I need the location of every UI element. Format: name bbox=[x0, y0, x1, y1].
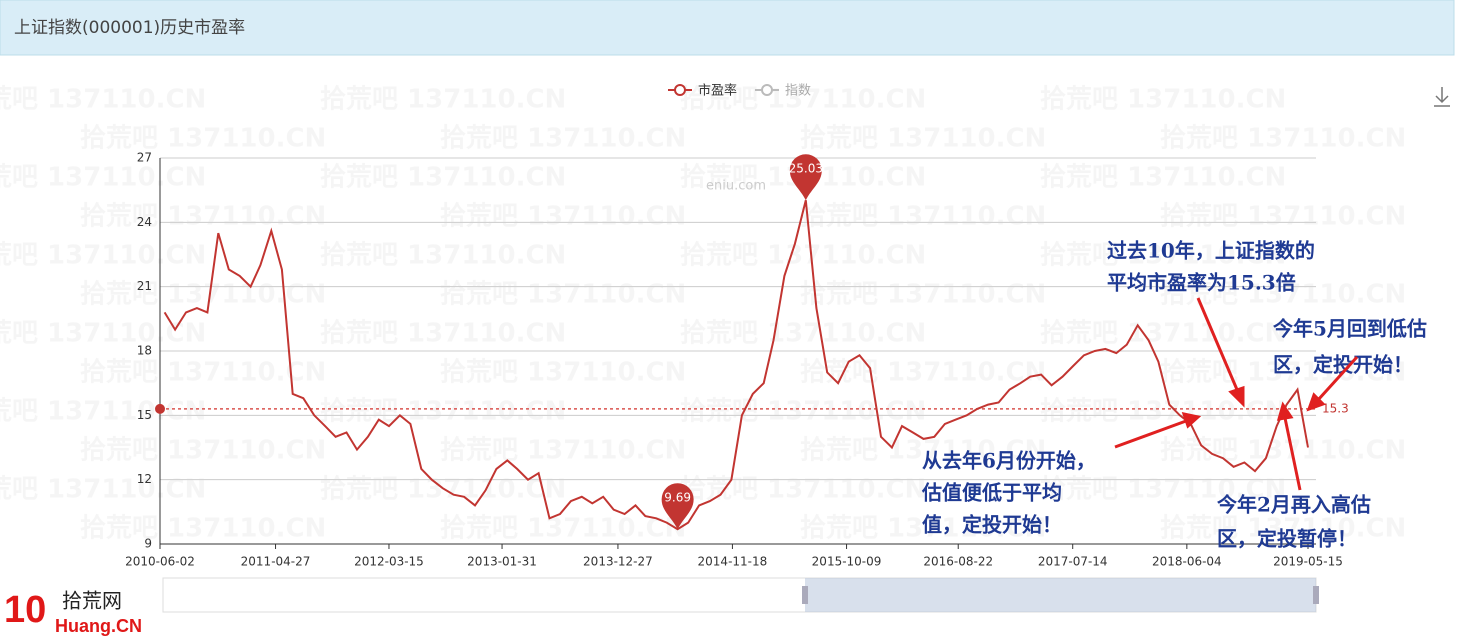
y-tick-label: 21 bbox=[137, 279, 152, 293]
arrow-head bbox=[1181, 411, 1202, 429]
y-tick-label: 15 bbox=[137, 408, 152, 422]
arrow-head bbox=[1306, 392, 1326, 412]
zoom-window[interactable] bbox=[805, 578, 1316, 612]
mark-point-label: 9.69 bbox=[664, 491, 691, 505]
logo-site: Huang.CN bbox=[55, 616, 142, 636]
download-icon[interactable] bbox=[1434, 87, 1450, 107]
background-watermark: 拾荒吧 137110.CN bbox=[1160, 124, 1406, 154]
background-watermark: 拾荒吧 137110.CN bbox=[80, 436, 326, 466]
background-watermark: 拾荒吧 137110.CN bbox=[320, 241, 566, 271]
background-watermark: 拾荒吧 137110.CN bbox=[680, 475, 926, 505]
background-watermark: 拾荒吧 137110.CN bbox=[80, 514, 326, 544]
arrow bbox=[1114, 419, 1187, 449]
background-watermark: 拾荒吧 137110.CN bbox=[1040, 163, 1286, 193]
x-tick-label: 2011-04-27 bbox=[241, 555, 311, 569]
background-watermark: 拾荒吧 137110.CN bbox=[680, 397, 926, 427]
x-tick-label: 2016-08-22 bbox=[923, 555, 993, 569]
annotation: 估值便低于平均 bbox=[921, 481, 1062, 505]
y-tick-label: 12 bbox=[137, 472, 152, 486]
x-tick-label: 2015-10-09 bbox=[812, 555, 882, 569]
arrows bbox=[1114, 297, 1359, 491]
x-tick-label: 2017-07-14 bbox=[1038, 555, 1108, 569]
legend-label: 指数 bbox=[785, 84, 811, 99]
annotation: 值，定投开始！ bbox=[922, 513, 1062, 537]
background-watermark: 拾荒吧 137110.CN bbox=[80, 124, 326, 154]
annotation: 平均市盈率为15.3倍 bbox=[1107, 271, 1296, 295]
x-tick-label: 2013-12-27 bbox=[583, 555, 653, 569]
background-watermark: 拾荒吧 137110.CN bbox=[1040, 319, 1286, 349]
background-watermark: 拾荒吧 137110.CN bbox=[80, 280, 326, 310]
y-tick-label: 24 bbox=[137, 215, 152, 229]
annotation: 今年5月回到低估 bbox=[1273, 317, 1427, 341]
background-watermark: 拾荒吧 137110.CN bbox=[1040, 397, 1286, 427]
arrow bbox=[1283, 417, 1302, 491]
legend-label: 市盈率 bbox=[698, 83, 737, 99]
background-watermark: 拾荒吧 137110.CN bbox=[0, 475, 206, 505]
background-watermark: 拾荒吧 137110.CN bbox=[440, 124, 686, 154]
annotation: 从去年6月份开始， bbox=[922, 449, 1096, 473]
background-watermark: 拾荒吧 137110.CN bbox=[800, 280, 1046, 310]
x-tick-label: 2019-05-15 bbox=[1273, 555, 1343, 569]
annotation: 今年2月再入高估 bbox=[1217, 493, 1371, 517]
background-watermarks: 拾荒吧 137110.CN 拾荒吧 137110.CN 拾荒吧 137110.CN 拾… bbox=[0, 85, 1406, 544]
background-watermark: 拾荒吧 137110.CN bbox=[680, 319, 926, 349]
data-zoom[interactable] bbox=[162, 577, 1319, 613]
y-tick-label: 18 bbox=[137, 344, 152, 358]
background-watermark: 拾荒吧 137110.CN bbox=[1160, 202, 1406, 232]
header-bar bbox=[0, 0, 1455, 56]
background-watermark: 拾荒吧 137110.CN bbox=[800, 202, 1046, 232]
arrow bbox=[1316, 355, 1359, 402]
mark-point bbox=[789, 154, 822, 201]
background-watermark: 拾荒吧 137110.CN bbox=[80, 202, 326, 232]
background-watermark: 拾荒吧 137110.CN bbox=[320, 319, 566, 349]
background-watermark: 拾荒吧 137110.CN bbox=[320, 85, 566, 115]
background-watermark: 拾荒吧 137110.CN bbox=[0, 241, 206, 271]
download-glyph[interactable] bbox=[1434, 87, 1450, 107]
mark-line-label: 15.3 bbox=[1322, 401, 1349, 415]
background-watermark: 拾荒吧 137110.CN bbox=[1160, 436, 1406, 466]
annotation: 过去10年，上证指数的 bbox=[1107, 239, 1315, 263]
background-watermark: 拾荒吧 137110.CN bbox=[440, 280, 686, 310]
zoom-handle[interactable] bbox=[1313, 586, 1319, 604]
mark-point-label: 25.03 bbox=[789, 162, 823, 176]
legend-marker bbox=[761, 84, 773, 96]
zoom-handle[interactable] bbox=[802, 586, 808, 604]
background-watermark: 拾荒吧 137110.CN bbox=[440, 514, 686, 544]
logo-name: 拾荒网 bbox=[62, 589, 122, 613]
background-watermark: 拾荒吧 137110.CN bbox=[0, 397, 206, 427]
background-watermark: 拾荒吧 137110.CN bbox=[0, 163, 206, 193]
background-watermark: 拾荒吧 137110.CN bbox=[0, 85, 206, 115]
logo: 10 拾荒网 Huang.CN bbox=[4, 589, 142, 636]
background-watermark: 拾荒吧 137110.CN bbox=[440, 202, 686, 232]
background-watermark: 拾荒吧 137110.CN bbox=[0, 319, 206, 349]
series-line bbox=[163, 199, 1309, 531]
y-tick-label: 27 bbox=[137, 151, 152, 165]
mark-line-start bbox=[155, 403, 165, 414]
arrow-head bbox=[1276, 401, 1294, 421]
background-watermark: 拾荒吧 137110.CN bbox=[440, 358, 686, 388]
x-tick-label: 2018-06-04 bbox=[1152, 555, 1222, 569]
mark-point bbox=[661, 483, 694, 530]
x-tick-label: 2014-11-18 bbox=[698, 555, 768, 569]
background-watermark: 拾荒吧 137110.CN bbox=[440, 436, 686, 466]
background-watermark: 拾荒吧 137110.CN bbox=[680, 241, 926, 271]
page-title: 上证指数(000001)历史市盈率 bbox=[14, 18, 245, 38]
logo-number: 10 bbox=[4, 589, 46, 631]
annotation: 区，定投暂停！ bbox=[1217, 527, 1357, 551]
x-tick-label: 2010-06-02 bbox=[125, 555, 195, 569]
arrow-head bbox=[1228, 385, 1245, 408]
background-watermark: 拾荒吧 137110.CN bbox=[320, 163, 566, 193]
watermark: eniu.com bbox=[706, 179, 766, 194]
background-watermark: 拾荒吧 137110.CN bbox=[1040, 85, 1286, 115]
legend-marker bbox=[674, 84, 686, 96]
x-tick-label: 2012-03-15 bbox=[354, 555, 424, 569]
arrow bbox=[1196, 297, 1240, 393]
x-tick-label: 2013-01-31 bbox=[467, 555, 537, 569]
background-watermark: 拾荒吧 137110.CN bbox=[320, 397, 566, 427]
background-watermark: 拾荒吧 137110.CN bbox=[800, 124, 1046, 154]
y-tick-label: 9 bbox=[144, 537, 152, 551]
